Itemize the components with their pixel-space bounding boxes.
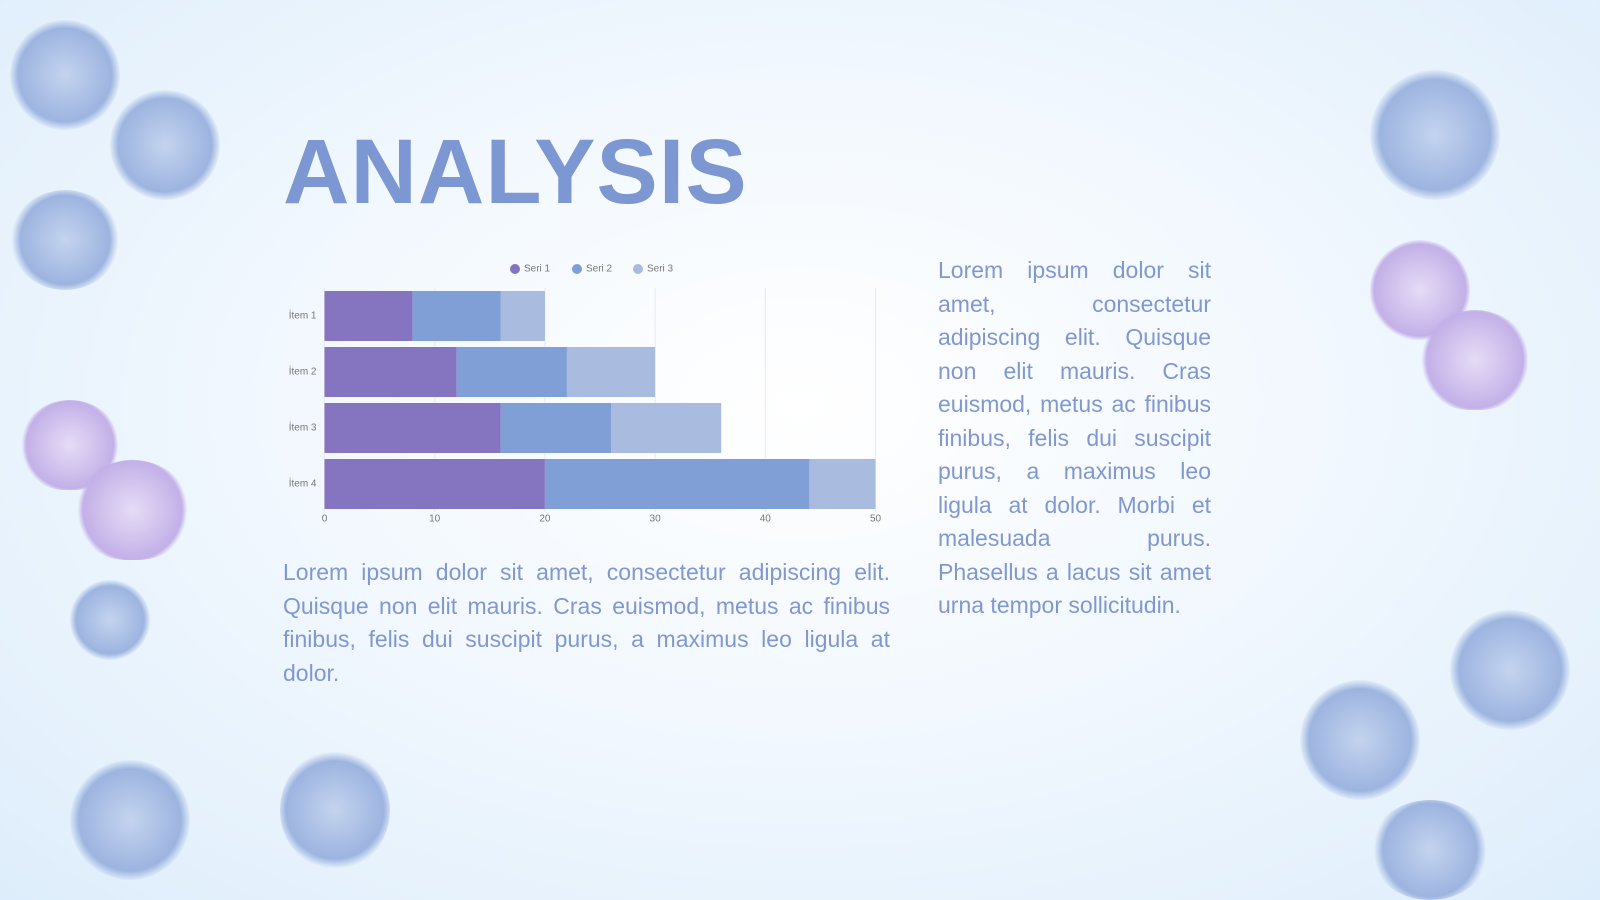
flower	[1370, 800, 1490, 900]
x-tick-label: 40	[760, 514, 772, 525]
y-tick-label: İtem 4	[289, 477, 317, 490]
bar-segment	[412, 291, 501, 341]
bar-segment	[566, 347, 656, 397]
y-tick-label: İtem 3	[289, 421, 317, 434]
x-tick-label: 0	[322, 514, 328, 525]
body-text: Lorem ipsum dolor sit amet, consectetur …	[283, 559, 890, 686]
y-tick-label: İtem 1	[289, 309, 317, 322]
flower	[1370, 70, 1500, 200]
slide-title: ANALYSIS	[283, 121, 748, 223]
x-tick-label: 50	[870, 514, 882, 525]
bar-segment	[324, 347, 457, 397]
flower	[10, 20, 120, 130]
bar-segment	[456, 347, 567, 397]
bar-segment	[500, 403, 612, 453]
flower	[110, 90, 220, 200]
legend-label: Seri 2	[586, 264, 613, 275]
bar-segment	[324, 459, 545, 509]
legend-label: Seri 1	[524, 264, 551, 275]
flower	[70, 760, 190, 880]
bar-segment	[611, 403, 722, 453]
x-tick-label: 20	[539, 514, 551, 525]
butterfly	[1420, 310, 1530, 410]
flower	[10, 190, 120, 290]
x-tick-label: 30	[650, 514, 662, 525]
flower	[1300, 680, 1420, 800]
flower	[70, 580, 150, 660]
flower	[1450, 610, 1570, 730]
bar-segment	[809, 459, 876, 509]
legend-marker	[633, 264, 643, 274]
x-tick-label: 10	[429, 514, 441, 525]
bar-segment	[500, 291, 545, 341]
butterfly	[75, 460, 190, 560]
legend-label: Seri 3	[647, 264, 674, 275]
body-text: Lorem ipsum dolor sit amet, consectetur …	[938, 257, 1211, 618]
y-tick-label: İtem 2	[289, 365, 317, 378]
legend-marker	[572, 264, 582, 274]
legend-marker	[510, 264, 520, 274]
bar-segment	[324, 291, 413, 341]
bar-segment	[324, 403, 501, 453]
flower	[280, 750, 390, 870]
bar-segment	[544, 459, 810, 509]
